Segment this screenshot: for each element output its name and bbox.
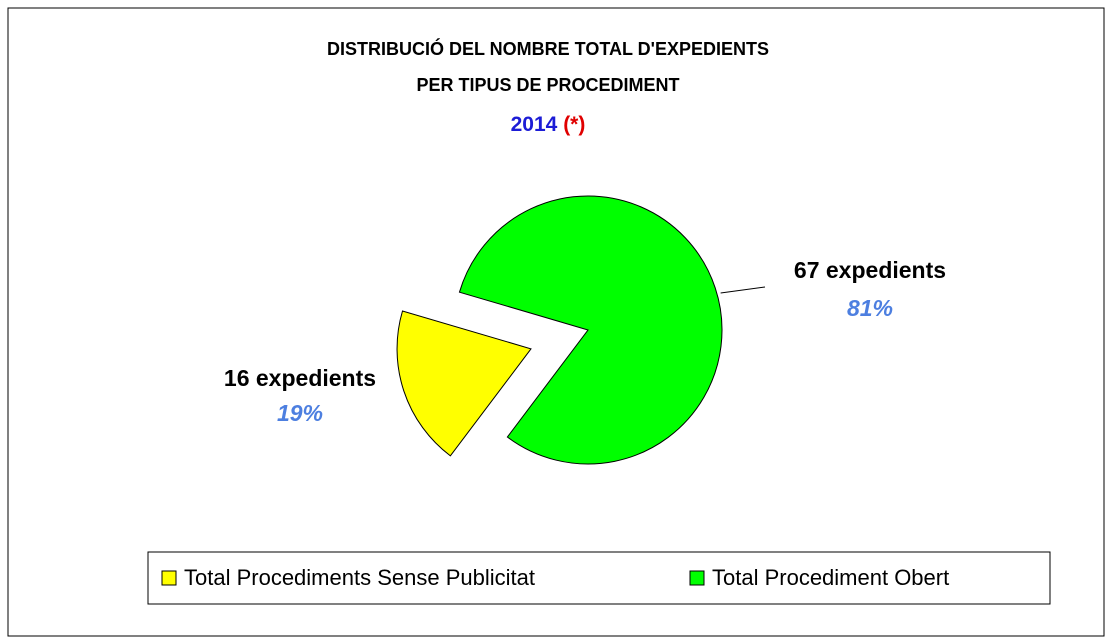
chart-border [7, 7, 1105, 637]
note: (*) [563, 113, 585, 136]
year: 2014 [511, 113, 558, 136]
chart-subtitle: 2014 (*) [511, 113, 586, 136]
legend-label: Total Procediment Obert [712, 565, 949, 590]
legend-swatch [161, 570, 177, 586]
percent-label: 81% [847, 295, 893, 321]
legend-swatch [689, 570, 705, 586]
leader-line [720, 286, 766, 294]
pie-slice [458, 195, 723, 465]
chart-title: DISTRIBUCIÓ DEL NOMBRE TOTAL D'EXPEDIENT… [327, 38, 769, 59]
legend-label: Total Procediments Sense Publicitat [184, 565, 535, 590]
chart-title: PER TIPUS DE PROCEDIMENT [416, 75, 679, 95]
data-label: 67 expedients [794, 257, 946, 283]
pie-slice [396, 310, 532, 457]
data-label: 16 expedients [224, 365, 376, 391]
legend-box [147, 551, 1051, 605]
percent-label: 19% [277, 400, 323, 426]
